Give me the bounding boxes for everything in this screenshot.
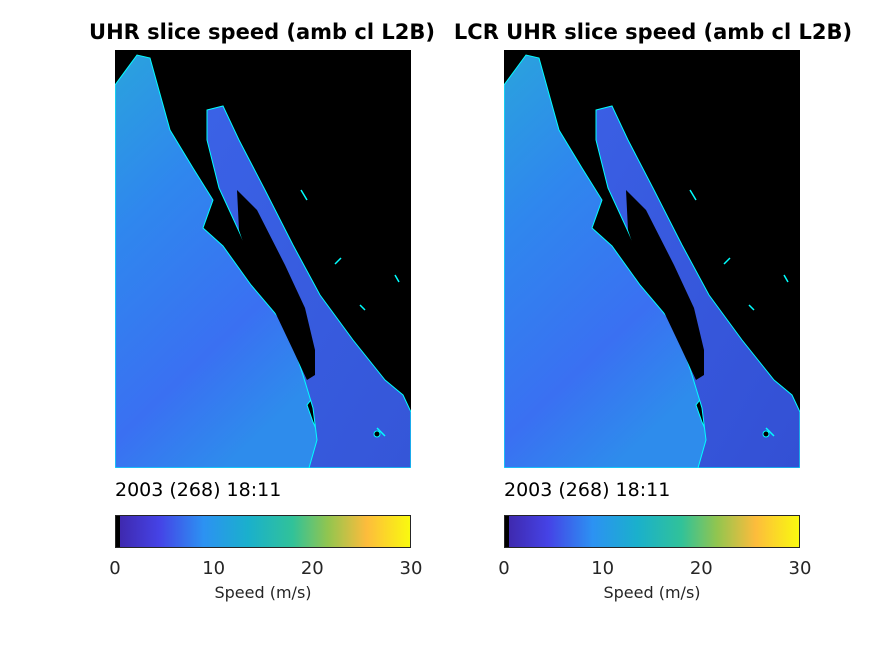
right-speed-map (504, 50, 800, 468)
right-timestamp: 2003 (268) 18:11 (504, 479, 671, 501)
colorbar-gradient (115, 515, 411, 548)
left-colorbar-label: Speed (m/s) (214, 583, 312, 602)
left-colorbar (115, 515, 411, 548)
left-colorbar-tick-20: 20 (300, 558, 324, 579)
left-speed-map (115, 50, 411, 468)
left-colorbar-tick-30: 30 (399, 558, 423, 579)
colorbar-frame (115, 515, 411, 548)
island-marker (373, 430, 381, 438)
right-colorbar-label: Speed (m/s) (603, 583, 701, 602)
right-chart-panel: LCR UHR slice speed (amb cl L2B) 2003 (2… (442, 0, 884, 663)
right-colorbar-tick-0: 0 (498, 558, 510, 579)
colorbar-zero-band (115, 515, 120, 548)
left-chart-panel: UHR slice speed (amb cl L2B) 2003 (268) … (89, 20, 435, 602)
coastline-fragment (300, 189, 400, 437)
right-chart-title: LCR UHR slice speed (amb cl L2B) (453, 20, 853, 44)
pacific-ocean-region (504, 54, 723, 468)
colorbar-frame (504, 515, 800, 548)
left-colorbar-tick-10: 10 (202, 558, 226, 579)
pacific-ocean-region (115, 54, 334, 468)
right-colorbar-tick-10: 10 (591, 558, 615, 579)
right-colorbar-tick-30: 30 (788, 558, 812, 579)
left-colorbar-tick-0: 0 (109, 558, 121, 579)
left-chart-title: UHR slice speed (amb cl L2B) (89, 20, 435, 44)
left-timestamp: 2003 (268) 18:11 (115, 479, 282, 501)
colorbar-gradient (504, 515, 800, 548)
island-marker (762, 430, 770, 438)
right-colorbar (504, 515, 800, 548)
baja-peninsula-land (237, 190, 315, 380)
baja-peninsula-land (626, 190, 704, 380)
colorbar-zero-band (504, 515, 509, 548)
right-colorbar-tick-20: 20 (689, 558, 713, 579)
coastline-fragment (689, 189, 789, 437)
